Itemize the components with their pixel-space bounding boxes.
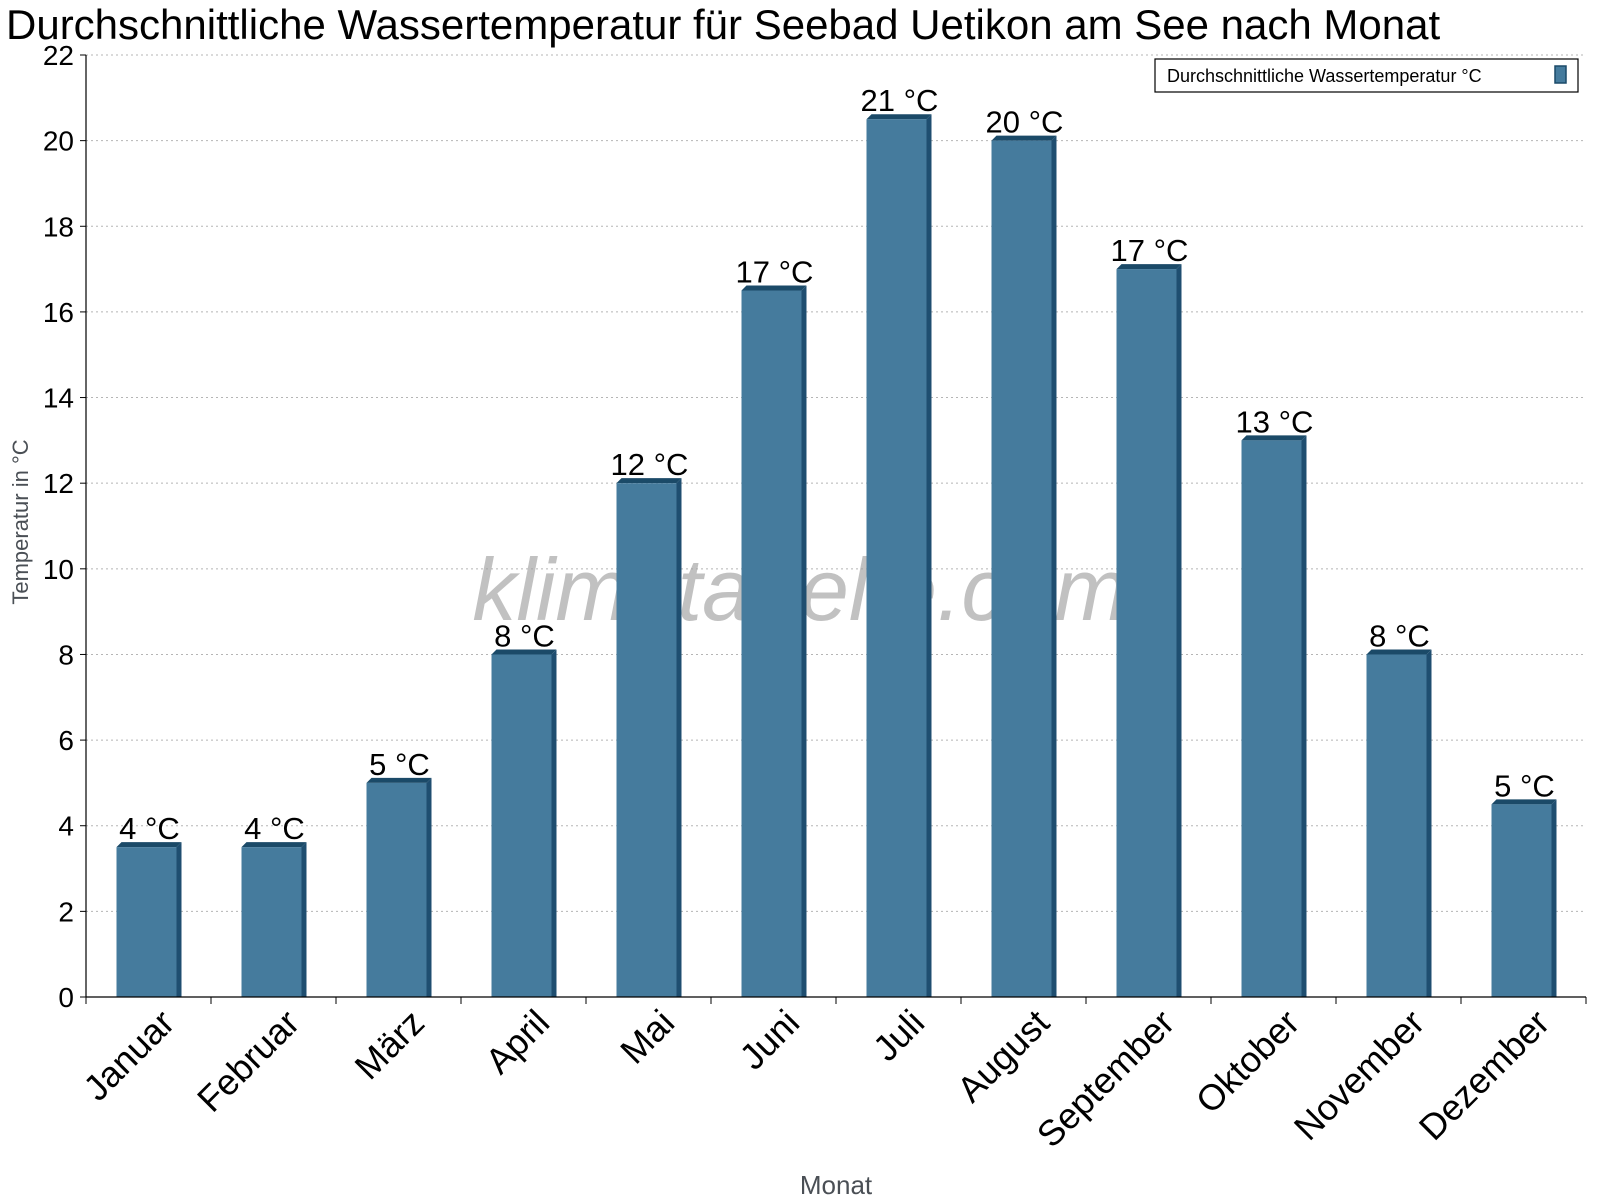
data-label: 5 °C xyxy=(369,747,430,782)
bar-side xyxy=(551,649,557,997)
bar-side xyxy=(1551,799,1557,997)
bar-side xyxy=(801,285,807,997)
x-tick-label: September xyxy=(1029,1002,1183,1156)
data-labels: 4 °C 4 °C 5 °C 8 °C 12 °C 17 °C 21 °C 20 °C 17 °… xyxy=(119,83,1555,846)
x-tick-label: Dezember xyxy=(1411,1002,1557,1148)
bar-side xyxy=(176,842,182,997)
x-tick-label: Januar xyxy=(75,1002,182,1109)
bar-side xyxy=(1176,264,1182,997)
data-label: 21 °C xyxy=(861,83,939,118)
x-tick-label: Juni xyxy=(731,1002,807,1078)
x-tick-label: Oktober xyxy=(1188,1002,1308,1122)
y-tick-label: 10 xyxy=(43,554,74,585)
x-tick-label: November xyxy=(1286,1002,1432,1148)
y-tick-label: 18 xyxy=(43,211,74,242)
bar-top xyxy=(991,135,1057,141)
x-tick-label: März xyxy=(347,1002,433,1088)
y-tick-label: 0 xyxy=(58,982,74,1013)
bar xyxy=(616,483,677,997)
bar xyxy=(1241,440,1302,997)
bar xyxy=(366,782,427,997)
bar-side xyxy=(1051,135,1057,998)
legend-box xyxy=(1154,58,1579,93)
data-label: 17 °C xyxy=(736,255,814,290)
y-tick-label: 6 xyxy=(58,725,74,756)
y-tick-label: 8 xyxy=(58,639,74,670)
data-label: 20 °C xyxy=(986,105,1064,140)
y-tick-label: 22 xyxy=(43,40,74,71)
data-label: 4 °C xyxy=(244,811,305,846)
x-tick-label: Juli xyxy=(865,1002,932,1069)
data-label: 12 °C xyxy=(611,447,689,482)
bar-side xyxy=(426,777,432,997)
bar-side xyxy=(926,114,932,997)
bar-top xyxy=(1491,799,1557,805)
legend-label: Durchschnittliche Wassertemperatur °C xyxy=(1167,66,1482,86)
bar xyxy=(741,290,802,997)
bar-side xyxy=(301,842,307,997)
data-label: 13 °C xyxy=(1236,404,1314,439)
data-label: 5 °C xyxy=(1494,768,1555,803)
bar-top xyxy=(866,114,932,120)
y-tick-label: 4 xyxy=(58,811,74,842)
data-label: 4 °C xyxy=(119,811,180,846)
grid-lines xyxy=(86,54,1586,912)
bar-top xyxy=(616,478,682,484)
bar-side xyxy=(1301,435,1307,997)
bar-top xyxy=(241,842,307,848)
x-tick-label: April xyxy=(477,1002,557,1082)
bars xyxy=(116,114,1557,998)
legend: Durchschnittliche Wassertemperatur °C xyxy=(1154,58,1579,93)
x-tick-label: Februar xyxy=(189,1002,307,1120)
bar-top xyxy=(366,777,432,783)
bar-top xyxy=(1366,649,1432,655)
y-tick-label: 14 xyxy=(43,383,74,414)
y-tick-label: 20 xyxy=(43,126,74,157)
bar xyxy=(991,140,1052,998)
data-label: 8 °C xyxy=(1369,618,1430,653)
bar-top xyxy=(1116,264,1182,270)
x-axis-label: Monat xyxy=(800,1170,873,1200)
bar xyxy=(1491,804,1552,997)
bar xyxy=(866,119,927,997)
bar xyxy=(241,847,302,997)
legend-swatch xyxy=(1554,65,1567,84)
y-tick-label: 16 xyxy=(43,297,74,328)
bar xyxy=(491,654,552,997)
x-tick-label: Mai xyxy=(612,1002,682,1072)
bar-top xyxy=(116,842,182,848)
bar xyxy=(116,847,177,997)
bar-top xyxy=(491,649,557,655)
bar-side xyxy=(1426,649,1432,997)
y-tick-label: 2 xyxy=(58,896,74,927)
bar-top xyxy=(741,285,807,291)
bar-side xyxy=(676,478,682,997)
axes xyxy=(80,54,1587,1004)
bar xyxy=(1116,269,1177,997)
chart-title: Durchschnittliche Wassertemperatur für S… xyxy=(6,1,1441,48)
x-tick-label: August xyxy=(949,1002,1057,1110)
bar-top xyxy=(1241,435,1307,441)
data-label: 17 °C xyxy=(1111,233,1189,268)
y-axis-label: Temperatur in °C xyxy=(8,439,33,604)
y-tick-label: 12 xyxy=(43,468,74,499)
bar xyxy=(1366,654,1427,997)
data-label: 8 °C xyxy=(494,618,555,653)
